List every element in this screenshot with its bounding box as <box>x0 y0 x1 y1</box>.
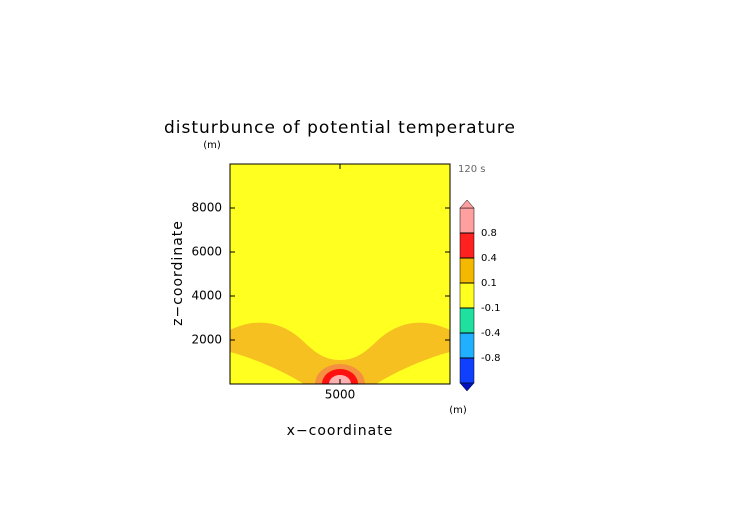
colorbar-band <box>459 332 475 359</box>
field-region <box>230 322 450 384</box>
colorbar-arrow <box>459 382 475 392</box>
contour-field <box>230 164 450 384</box>
colorbar-band <box>459 207 475 234</box>
colorbar-label: 0.1 <box>481 278 497 289</box>
colorbar-label: -0.8 <box>481 353 501 364</box>
chart-title: disturbunce of potential temperature <box>164 118 516 138</box>
colorbar-band <box>459 282 475 309</box>
colorbar-label: 0.4 <box>481 253 497 264</box>
y-axis-label: z−coordinate <box>170 220 186 326</box>
colorbar-label: -0.1 <box>481 303 501 314</box>
colorbar-label: -0.4 <box>481 328 501 339</box>
colorbar-label: 0.8 <box>481 228 497 239</box>
y-unit: (m) <box>203 140 221 151</box>
y-tick-label: 2000 <box>191 333 222 347</box>
x-tick-label: 5000 <box>325 388 356 402</box>
colorbar-band <box>459 307 475 334</box>
colorbar-band <box>459 357 475 384</box>
time-label: 120 s <box>458 164 485 175</box>
y-tick-label: 6000 <box>191 245 222 259</box>
colorbar-band <box>459 257 475 284</box>
y-tick-label: 4000 <box>191 289 222 303</box>
y-tick-label: 8000 <box>191 201 222 215</box>
x-unit: (m) <box>449 405 467 416</box>
x-axis-label: x−coordinate <box>287 423 394 439</box>
colorbar-arrow <box>459 199 475 209</box>
colorbar-band <box>459 232 475 259</box>
